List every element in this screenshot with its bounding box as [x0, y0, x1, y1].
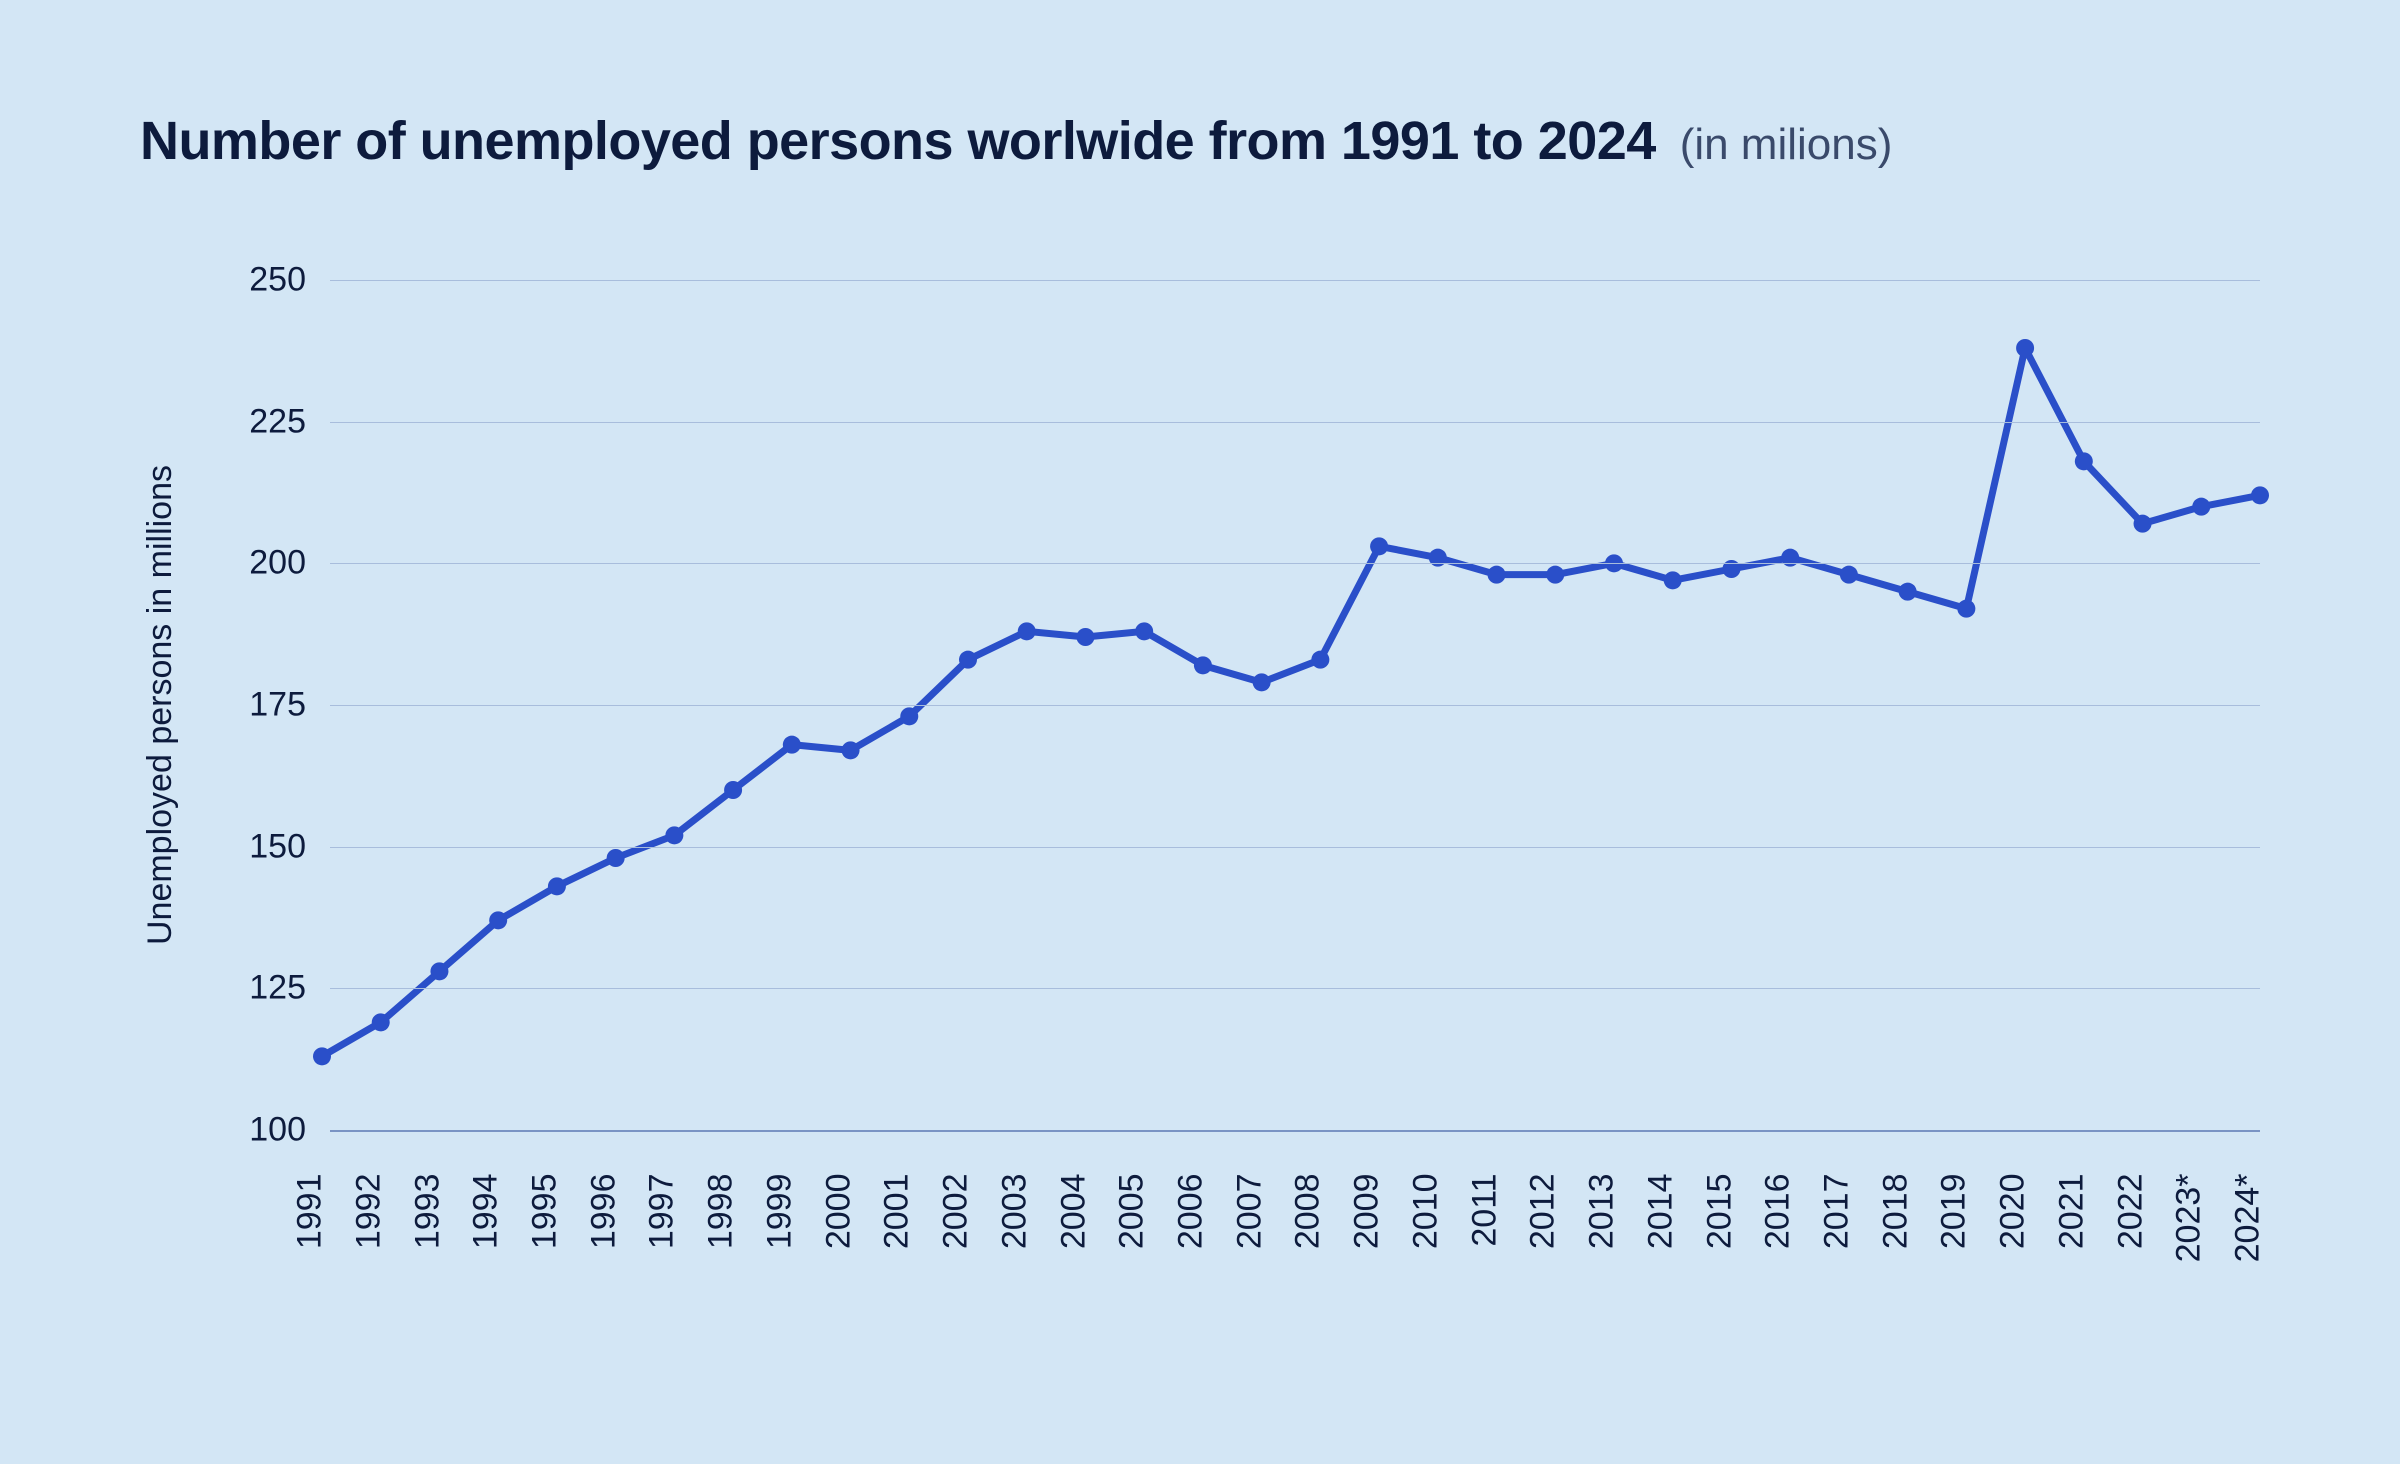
x-tick-label: 1999: [760, 1174, 799, 1250]
x-tick-label: 2010: [1406, 1174, 1445, 1250]
x-tick-label: 1997: [643, 1174, 682, 1250]
gridline: [330, 563, 2260, 564]
y-tick-label: 100: [249, 1111, 306, 1150]
x-tick-label: 1993: [408, 1174, 447, 1250]
y-tick-label: 125: [249, 969, 306, 1008]
y-tick-label: 225: [249, 402, 306, 441]
data-point: [548, 877, 566, 895]
series-line: [322, 348, 2260, 1056]
chart-title-main: Number of unemployed persons worlwide fr…: [140, 110, 1656, 172]
data-point: [1311, 651, 1329, 669]
gridline: [330, 847, 2260, 848]
x-tick-label: 2000: [819, 1174, 858, 1250]
data-point: [2075, 452, 2093, 470]
data-point: [1135, 622, 1153, 640]
data-point: [2251, 486, 2269, 504]
x-tick-label: 1995: [526, 1174, 565, 1250]
data-point: [607, 849, 625, 867]
x-tick-label: 1992: [349, 1174, 388, 1250]
chart-title: Number of unemployed persons worlwide fr…: [140, 110, 1892, 172]
data-point: [724, 781, 742, 799]
x-tick-label: 1994: [467, 1174, 506, 1250]
data-point: [313, 1047, 331, 1065]
data-point: [2016, 339, 2034, 357]
x-tick-label: 2016: [1759, 1174, 1798, 1250]
x-tick-label: 2002: [937, 1174, 976, 1250]
x-tick-label: 2003: [995, 1174, 1034, 1250]
plot-area: 1001251501752002252501991199219931994199…: [330, 280, 2260, 1130]
x-tick-label: 2008: [1289, 1174, 1328, 1250]
x-tick-label: 2009: [1348, 1174, 1387, 1250]
y-tick-label: 250: [249, 261, 306, 300]
data-point: [430, 962, 448, 980]
gridline: [330, 705, 2260, 706]
x-tick-label: 2012: [1524, 1174, 1563, 1250]
x-tick-label: 2020: [1994, 1174, 2033, 1250]
data-point: [2192, 498, 2210, 516]
x-tick-label: 2022: [2111, 1174, 2150, 1250]
data-point: [1546, 566, 1564, 584]
y-tick-label: 150: [249, 827, 306, 866]
chart-title-sub: (in milions): [1680, 120, 1893, 170]
x-tick-label: 1991: [291, 1174, 330, 1250]
data-point: [900, 707, 918, 725]
x-tick-label: 2011: [1465, 1174, 1504, 1247]
data-point: [842, 741, 860, 759]
data-point: [783, 736, 801, 754]
data-point: [665, 826, 683, 844]
x-tick-label: 2018: [1876, 1174, 1915, 1250]
x-tick-label: 2017: [1818, 1174, 1857, 1250]
x-tick-label: 2013: [1583, 1174, 1622, 1250]
x-tick-label: 2005: [1113, 1174, 1152, 1250]
data-point: [1488, 566, 1506, 584]
gridline: [330, 988, 2260, 989]
data-point: [1194, 656, 1212, 674]
x-tick-label: 2006: [1172, 1174, 1211, 1250]
x-tick-label: 1998: [702, 1174, 741, 1250]
x-tick-label: 2019: [1935, 1174, 1974, 1250]
x-tick-label: 2001: [878, 1174, 917, 1250]
x-tick-label: 2015: [1700, 1174, 1739, 1250]
y-axis-label: Unemployed persons in millions: [141, 465, 180, 945]
x-tick-label: 2023*: [2170, 1174, 2209, 1263]
data-point: [1664, 571, 1682, 589]
x-tick-label: 2014: [1641, 1174, 1680, 1250]
x-tick-label: 2021: [2052, 1174, 2091, 1250]
gridline: [330, 1130, 2260, 1132]
data-point: [1076, 628, 1094, 646]
chart-canvas: Number of unemployed persons worlwide fr…: [0, 0, 2400, 1464]
data-point: [1899, 583, 1917, 601]
data-point: [372, 1013, 390, 1031]
data-point: [2134, 515, 2152, 533]
x-tick-label: 1996: [584, 1174, 623, 1250]
gridline: [330, 280, 2260, 281]
data-point: [1370, 537, 1388, 555]
data-point: [1253, 673, 1271, 691]
x-tick-label: 2007: [1230, 1174, 1269, 1250]
data-point: [489, 911, 507, 929]
data-point: [1018, 622, 1036, 640]
y-tick-label: 200: [249, 544, 306, 583]
x-tick-label: 2024*: [2229, 1174, 2268, 1263]
y-tick-label: 175: [249, 686, 306, 725]
data-point: [1957, 600, 1975, 618]
data-point: [1840, 566, 1858, 584]
x-tick-label: 2004: [1054, 1174, 1093, 1250]
data-point: [959, 651, 977, 669]
gridline: [330, 422, 2260, 423]
